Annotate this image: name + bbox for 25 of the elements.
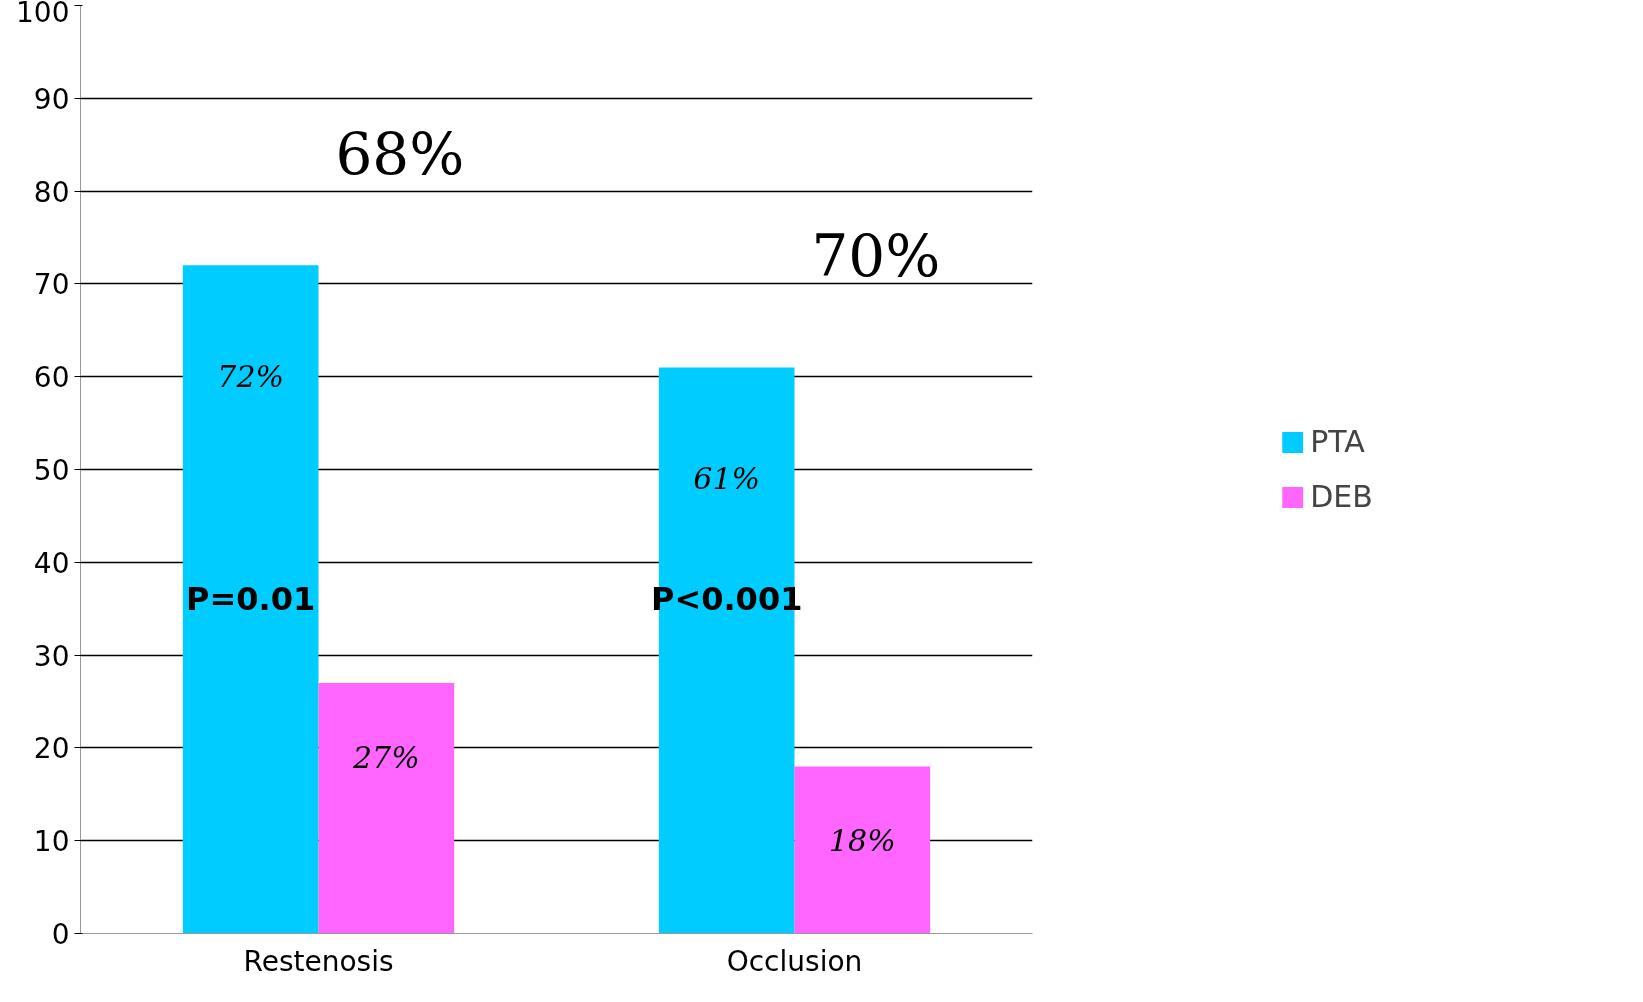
y-tick-label: 50	[33, 454, 70, 487]
y-tick-label: 70	[33, 268, 70, 302]
annotation: P=0.01	[186, 580, 316, 619]
y-tick-label: 100	[16, 0, 70, 29]
y-tick-label: 10	[33, 825, 70, 859]
x-tick-label: Restenosis	[243, 944, 394, 978]
y-tick-label: 80	[33, 175, 70, 209]
y-tick-label: 30	[33, 639, 70, 673]
legend-label: DEB	[1310, 479, 1373, 514]
bar	[182, 265, 319, 934]
y-tick-label: 20	[33, 732, 70, 766]
bar	[318, 682, 455, 934]
bar	[794, 766, 931, 934]
y-tick-label: 0	[51, 918, 70, 951]
data-label: 72%	[217, 359, 285, 395]
data-label: 27%	[351, 739, 420, 775]
y-tick-label: 40	[33, 546, 70, 580]
y-tick-label: 90	[33, 82, 70, 116]
data-label: 61%	[693, 461, 761, 497]
legend-label: PTA	[1310, 424, 1365, 459]
annotation: 68%	[335, 119, 465, 188]
data-label: 18%	[828, 823, 896, 859]
y-tick-label: 60	[33, 361, 70, 395]
annotation: 70%	[811, 222, 941, 291]
x-tick-label: Occlusion	[726, 944, 863, 978]
